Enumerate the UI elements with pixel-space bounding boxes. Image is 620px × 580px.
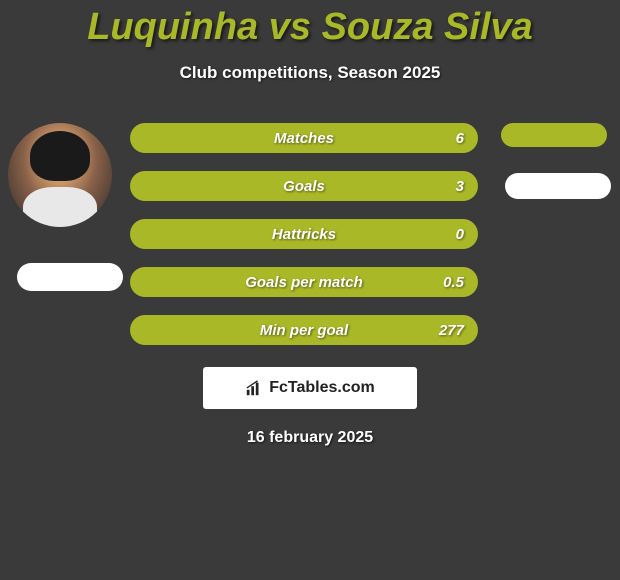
vs-text: vs — [269, 6, 311, 48]
player2-pill-2 — [505, 173, 611, 199]
stat-row-goals: Goals 3 — [130, 171, 478, 201]
player2-pill-1 — [501, 123, 607, 147]
stat-label: Min per goal — [260, 322, 348, 339]
stat-row-hattricks: Hattricks 0 — [130, 219, 478, 249]
footer-date: 16 february 2025 — [0, 429, 620, 447]
stats-column: Matches 6 Goals 3 Hattricks 0 Goals per … — [130, 123, 478, 345]
stat-value: 6 — [456, 130, 464, 147]
stat-value: 3 — [456, 178, 464, 195]
player1-name-pill — [17, 263, 123, 291]
logo-text: FcTables.com — [269, 379, 375, 397]
stat-label: Goals — [283, 178, 325, 195]
left-column — [0, 123, 130, 291]
player1-avatar — [8, 123, 112, 227]
player2-name: Souza Silva — [322, 6, 533, 48]
content-area: Matches 6 Goals 3 Hattricks 0 Goals per … — [0, 123, 620, 345]
right-column — [478, 123, 620, 199]
stat-value: 277 — [439, 322, 464, 339]
stat-row-gpm: Goals per match 0.5 — [130, 267, 478, 297]
footer-logo[interactable]: FcTables.com — [203, 367, 417, 409]
page-title: Luquinha vs Souza Silva — [0, 0, 620, 49]
stat-value: 0.5 — [443, 274, 464, 291]
stat-row-matches: Matches 6 — [130, 123, 478, 153]
chart-icon — [245, 379, 263, 397]
stat-value: 0 — [456, 226, 464, 243]
stat-label: Hattricks — [272, 226, 336, 243]
stat-row-mpg: Min per goal 277 — [130, 315, 478, 345]
stat-label: Goals per match — [245, 274, 363, 291]
subtitle: Club competitions, Season 2025 — [0, 63, 620, 83]
player1-name: Luquinha — [87, 6, 258, 48]
stat-label: Matches — [274, 130, 334, 147]
